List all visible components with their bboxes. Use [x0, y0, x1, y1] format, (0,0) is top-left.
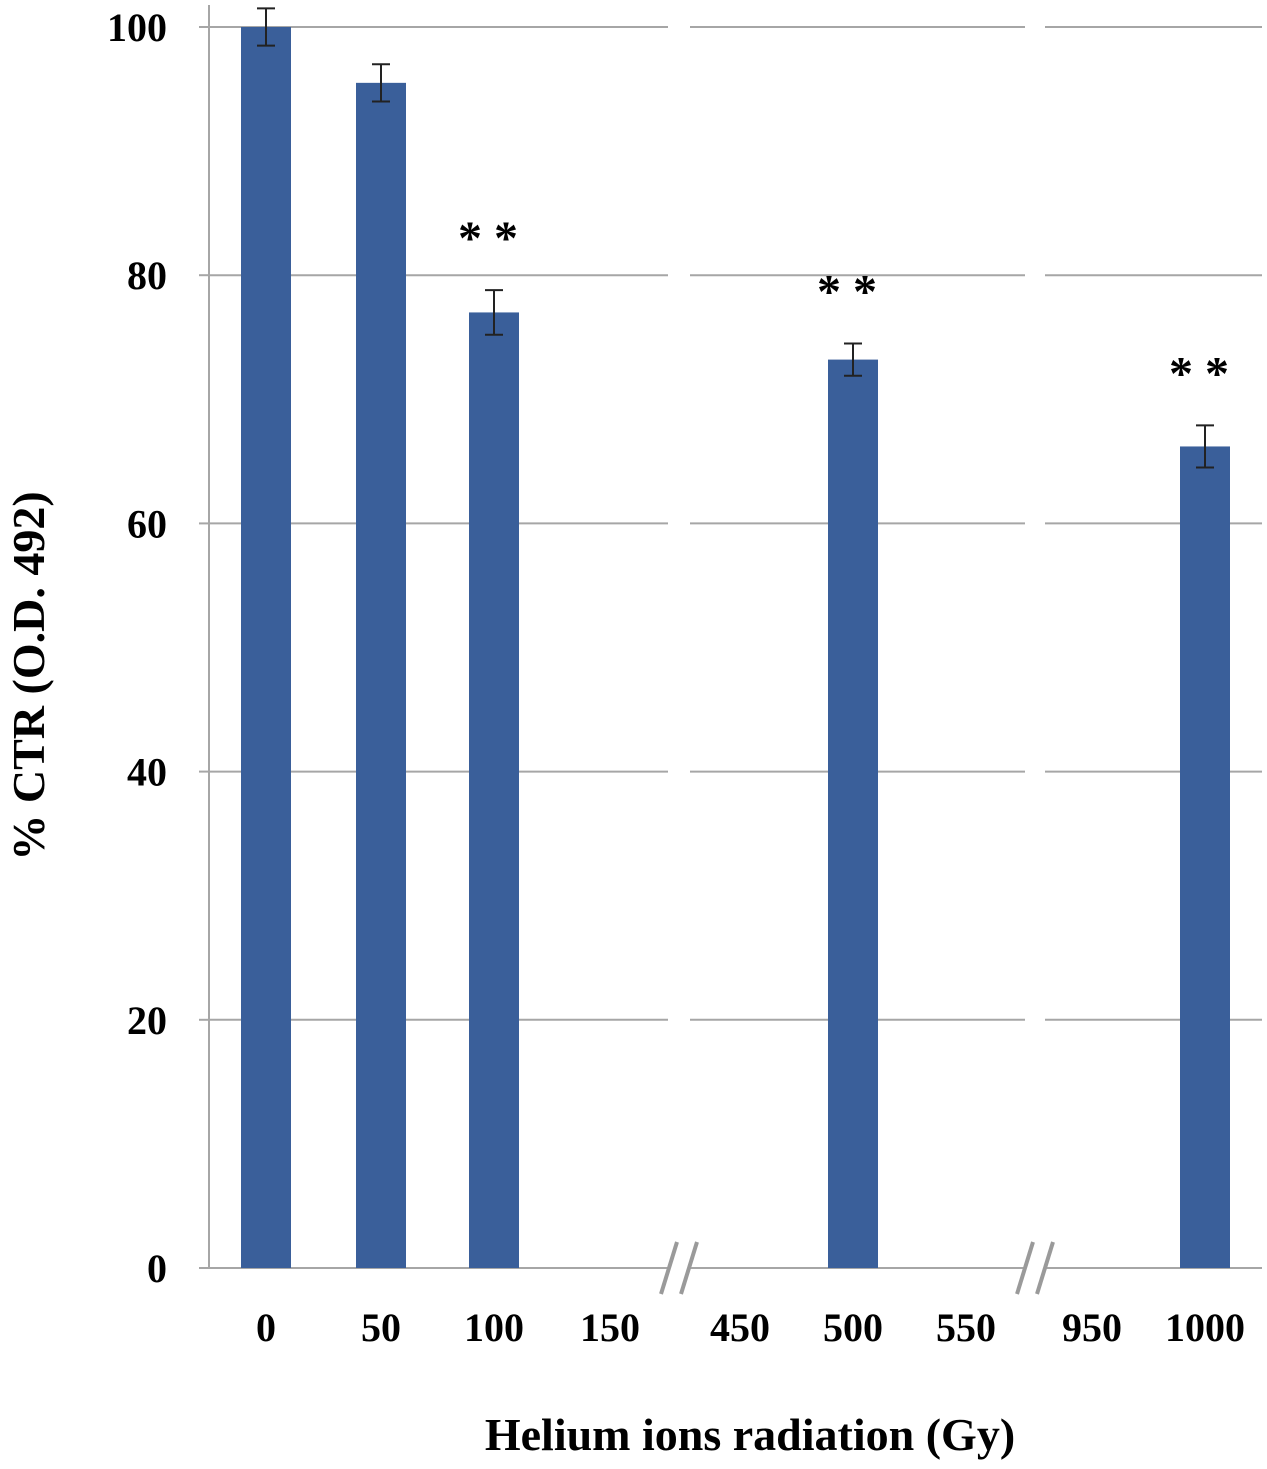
x-tick-label: 450 [710, 1305, 770, 1350]
y-axis-title: % CTR (O.D. 492) [3, 491, 54, 860]
y-tick-label: 100 [107, 5, 167, 50]
bar-50 [356, 82, 406, 1269]
x-axis-title: Helium ions radiation (Gy) [485, 1409, 1015, 1460]
x-tick-labels: 0 50 100 150 450 500 550 950 1000 [256, 1305, 1245, 1350]
bar-1000 [1180, 446, 1230, 1268]
significance-marker-500: * * [817, 265, 877, 318]
y-tick-label: 20 [127, 998, 167, 1043]
axis-break-mark [1015, 1241, 1035, 1295]
y-tick-label: 40 [127, 750, 167, 795]
bar-0 [241, 27, 291, 1268]
axis-breaks [659, 1241, 1055, 1295]
y-tick-label: 60 [127, 501, 167, 546]
axis-break-mark [679, 1241, 699, 1295]
bar-100 [469, 312, 519, 1268]
significance-marker-1000: * * [1169, 347, 1229, 400]
x-tick-label: 550 [936, 1305, 996, 1350]
y-tick-label: 0 [147, 1246, 167, 1291]
significance-marker-100: * * [458, 212, 518, 265]
x-tick-label: 950 [1062, 1305, 1122, 1350]
bars [241, 27, 1230, 1269]
x-tick-label: 500 [823, 1305, 883, 1350]
y-tick-labels: 0 20 40 60 80 100 [107, 5, 167, 1291]
x-tick-label: 100 [464, 1305, 524, 1350]
x-tick-label: 0 [256, 1305, 276, 1350]
x-tick-label: 1000 [1165, 1305, 1245, 1350]
axis-break-mark [1035, 1241, 1055, 1295]
axis-break-mark [659, 1241, 679, 1295]
significance-markers: * * * * * * [458, 212, 1229, 400]
x-tick-label: 150 [580, 1305, 640, 1350]
bar-500 [828, 359, 878, 1268]
error-bars [257, 7, 1214, 469]
y-tick-label: 80 [127, 253, 167, 298]
x-tick-label: 50 [361, 1305, 401, 1350]
